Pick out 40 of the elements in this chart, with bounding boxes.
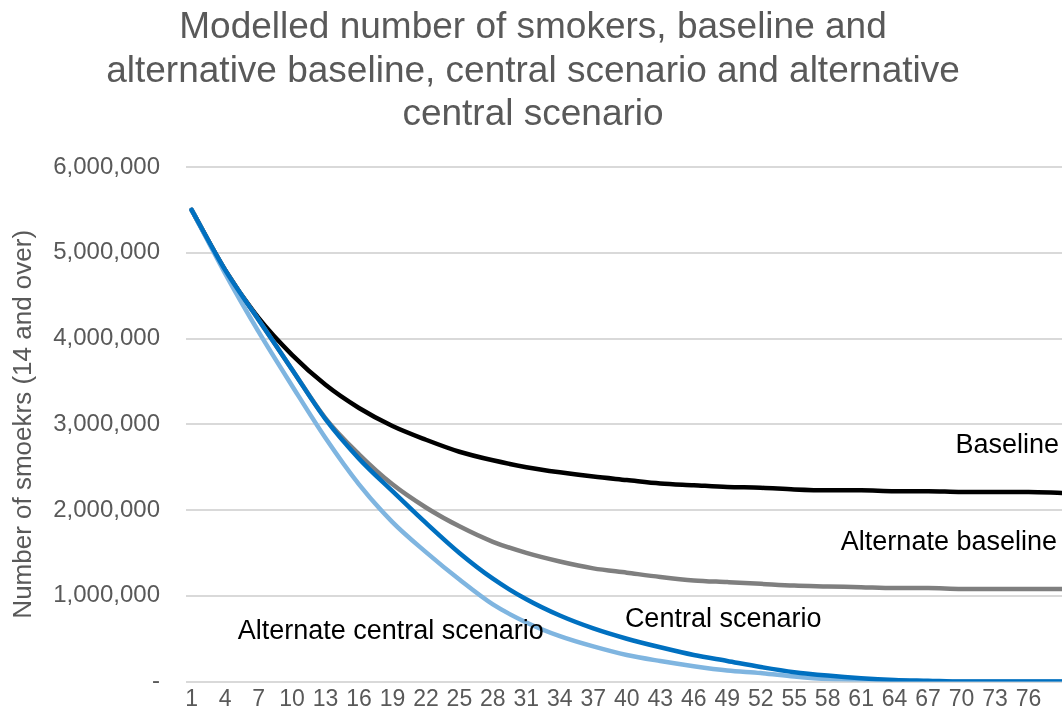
y-tick-label: 6,000,000 — [53, 151, 160, 179]
x-tick-label: 52 — [747, 684, 774, 711]
x-tick-label: 19 — [379, 684, 406, 711]
y-tick-label: 4,000,000 — [53, 323, 160, 351]
x-tick-label: 7 — [252, 684, 265, 711]
x-tick-label: 46 — [680, 684, 707, 711]
y-tick-label: 5,000,000 — [53, 237, 160, 265]
x-tick-label: 13 — [312, 684, 339, 711]
y-tick-label: 2,000,000 — [53, 494, 160, 522]
x-tick-label: 55 — [781, 684, 807, 711]
x-tick-label: 10 — [279, 684, 305, 711]
series-label: Alternate baseline — [840, 525, 1057, 556]
x-tick-label: 58 — [814, 684, 841, 711]
x-tick-label: 22 — [413, 684, 439, 711]
x-tick-label: 1 — [185, 684, 198, 711]
x-tick-label: 64 — [881, 684, 908, 711]
x-tick-label: 4 — [218, 684, 232, 711]
x-tick-label: 67 — [915, 684, 941, 711]
series-label: Central scenario — [624, 603, 822, 634]
x-tick-label: 73 — [982, 684, 1008, 711]
x-tick-label: 31 — [513, 684, 540, 711]
x-tick-label: 37 — [580, 684, 607, 711]
x-tick-label: 16 — [346, 684, 372, 711]
chart-title: Modelled number of smokers, baseline and alternative baseline, central scenario and alternative central scenario — [106, 5, 960, 134]
x-tick-label: 49 — [714, 684, 741, 711]
x-tick-label: 40 — [613, 684, 640, 711]
y-tick-label: 3,000,000 — [53, 408, 160, 436]
x-tick-label: 70 — [948, 684, 975, 711]
x-tick-label: 34 — [547, 684, 573, 711]
y-tick-label: - — [152, 666, 160, 694]
series-label: Alternate central scenario — [237, 615, 544, 646]
x-tick-label: 25 — [446, 684, 473, 711]
line-series — [189, 207, 1062, 682]
x-tick-label: 43 — [647, 684, 674, 711]
y-tick-label: 1,000,000 — [53, 580, 160, 608]
x-tick-label: 76 — [1015, 684, 1042, 711]
y-axis-title: Number of smoekrs (14 and over) — [6, 229, 37, 619]
series-label: Baseline — [955, 428, 1059, 459]
x-tick-label: 28 — [480, 684, 506, 711]
x-tick-label: 61 — [848, 684, 874, 711]
